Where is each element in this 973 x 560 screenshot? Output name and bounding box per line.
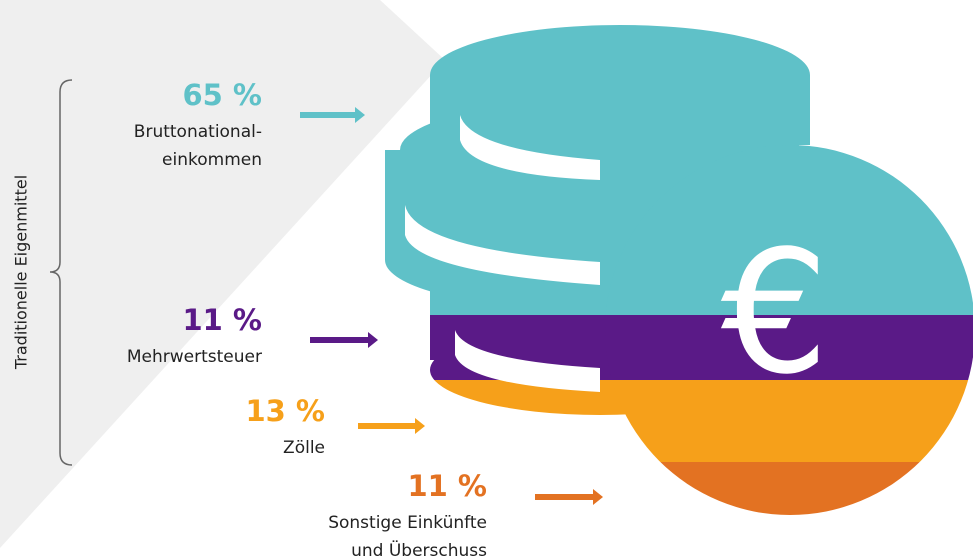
- items: 65 % Bruttonational-einkommen 11 % Mehrwert…: [127, 78, 603, 560]
- label: Bruttonational-: [134, 122, 262, 142]
- percent: 11 %: [407, 469, 487, 503]
- percent: 13 %: [245, 394, 325, 428]
- label: einkommen: [162, 150, 262, 170]
- arrow-head: [368, 332, 378, 348]
- bracket: [49, 79, 73, 466]
- percent: 11 %: [182, 303, 262, 337]
- arrow-head: [593, 489, 603, 505]
- background-shape: [0, 0, 445, 548]
- side-label: Traditionelle Eigenmittel: [12, 175, 31, 370]
- euro-symbol: €: [721, 214, 829, 412]
- label: Zölle: [283, 438, 325, 458]
- label: und Überschuss: [351, 539, 487, 560]
- arrow-head: [355, 107, 365, 123]
- arrow-head: [415, 418, 425, 434]
- label: Mehrwertsteuer: [127, 347, 262, 367]
- percent: 65 %: [182, 78, 262, 112]
- label: Sonstige Einkünfte: [328, 513, 487, 533]
